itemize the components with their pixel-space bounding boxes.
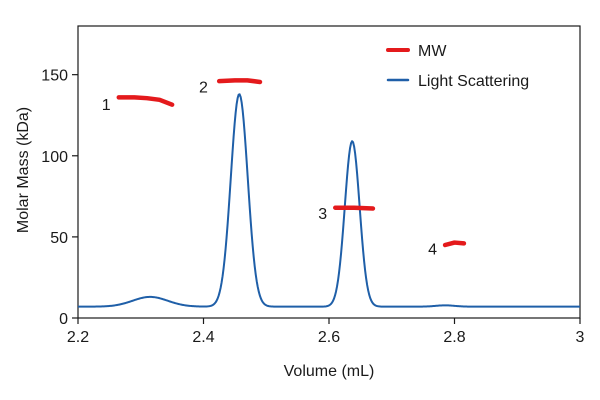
mw-segment-4: [442, 240, 467, 248]
light-scattering-line: [78, 93, 580, 308]
peak-label-4: 4: [428, 242, 437, 259]
axes-group: 2.2 2.4 2.6 2.8 3 0 50 100 150: [41, 25, 585, 346]
peak-label-1: 1: [102, 97, 111, 114]
y-tick-label: 150: [41, 68, 68, 85]
legend-light-scattering-label: Light Scattering: [418, 73, 529, 90]
x-tick-label: 3: [576, 329, 585, 346]
x-tick-label: 2.4: [192, 329, 214, 346]
x-tick-label: 2.6: [318, 329, 340, 346]
legend: MW Light Scattering: [386, 43, 529, 90]
plot-frame: [77, 25, 581, 319]
mw-segment-2: [216, 78, 263, 85]
peak-label-3: 3: [318, 206, 327, 223]
peak-labels-group: 1 2 3 4: [102, 79, 437, 258]
mw-segment-3: [333, 205, 376, 211]
y-tick-label: 50: [50, 230, 68, 247]
x-axis-title: Volume (mL): [284, 363, 375, 380]
y-axis-title: Molar Mass (kDa): [15, 107, 32, 233]
x-tick-label: 2.8: [443, 329, 465, 346]
x-tick-label: 2.2: [67, 329, 89, 346]
legend-mw-label: MW: [418, 43, 447, 60]
y-tick-label: 0: [59, 311, 68, 328]
mw-segment-1: [116, 95, 175, 107]
series-group: [78, 78, 580, 308]
y-tick-label: 100: [41, 149, 68, 166]
peak-label-2: 2: [199, 79, 208, 96]
